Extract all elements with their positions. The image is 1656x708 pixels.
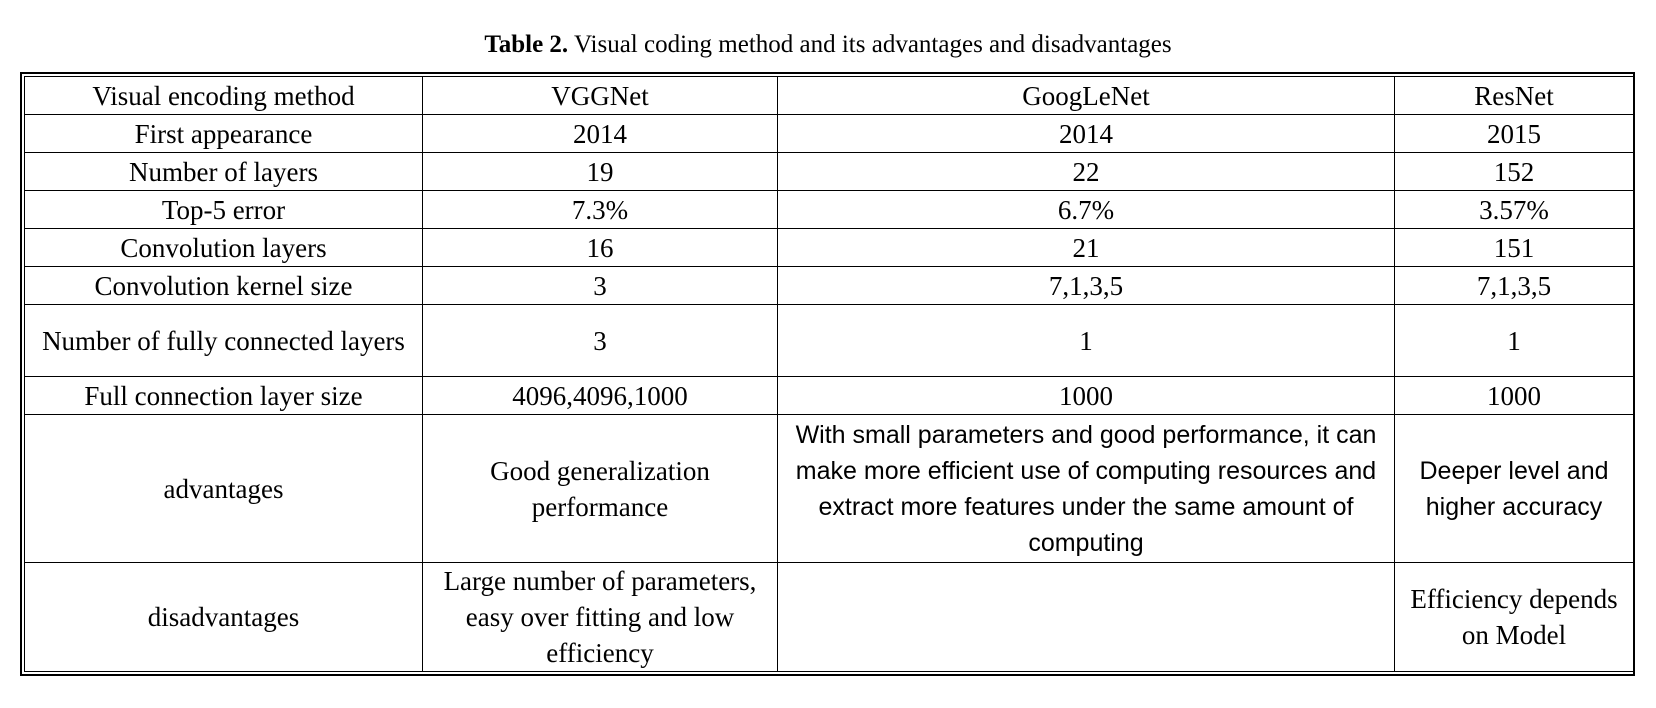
table-row: Number of fully connected layers 3 1 1 [24,304,1634,377]
table-cell: Efficiency depends on Model [1394,562,1634,672]
row-label: Convolution kernel size [24,266,423,305]
table-cell: Deeper level and higher accuracy [1394,414,1634,563]
table-row: Full connection layer size 4096,4096,100… [24,376,1634,415]
table-cell: 151 [1394,228,1634,267]
comparison-table: Visual encoding method VGGNet GoogLeNet … [24,76,1634,672]
table-cell: 3.57% [1394,190,1634,229]
row-label: Convolution layers [24,228,423,267]
table-row: Top-5 error 7.3% 6.7% 3.57% [24,190,1634,229]
table-cell-empty [777,562,1395,672]
table-row: Convolution kernel size 3 7,1,3,5 7,1,3,… [24,266,1634,305]
table-row: First appearance 2014 2014 2015 [24,114,1634,153]
row-label: Top-5 error [24,190,423,229]
row-label: First appearance [24,114,423,153]
table-cell: 7,1,3,5 [1394,266,1634,305]
row-label: disadvantages [24,562,423,672]
table-cell: 7.3% [422,190,778,229]
table-cell: 2014 [777,114,1395,153]
comparison-table-frame: Visual encoding method VGGNet GoogLeNet … [20,72,1635,676]
table-cell: 3 [422,266,778,305]
table-row: Number of layers 19 22 152 [24,152,1634,191]
table-row-advantages: advantages Good generalization performan… [24,414,1634,563]
table-cell: 19 [422,152,778,191]
header-vggnet: VGGNet [422,76,778,115]
table-cell: 7,1,3,5 [777,266,1395,305]
header-resnet: ResNet [1394,76,1634,115]
header-googlenet: GoogLeNet [777,76,1395,115]
table-cell: 2015 [1394,114,1634,153]
table-cell: 2014 [422,114,778,153]
table-cell: 1000 [777,376,1395,415]
table-cell: 4096,4096,1000 [422,376,778,415]
row-label: Number of layers [24,152,423,191]
table-cell: 1000 [1394,376,1634,415]
table-cell: 152 [1394,152,1634,191]
table-cell: 1 [1394,304,1634,377]
table-cell: 1 [777,304,1395,377]
row-label: advantages [24,414,423,563]
table-caption-text: Visual coding method and its advantages … [568,31,1172,58]
table-caption: Table 2. Visual coding method and its ad… [0,30,1656,60]
table-cell: 6.7% [777,190,1395,229]
table-cell: 3 [422,304,778,377]
table-row-disadvantages: disadvantages Large number of parameters… [24,562,1634,672]
table-header-row: Visual encoding method VGGNet GoogLeNet … [24,76,1634,115]
row-label: Full connection layer size [24,376,423,415]
table-cell: With small parameters and good performan… [777,414,1395,563]
row-label: Number of fully connected layers [24,304,423,377]
table-cell: Large number of parameters, easy over fi… [422,562,778,672]
table-cell: 22 [777,152,1395,191]
table-row: Convolution layers 16 21 151 [24,228,1634,267]
table-cell: 16 [422,228,778,267]
table-cell: 21 [777,228,1395,267]
table-cell: Good generalization performance [422,414,778,563]
header-row-label: Visual encoding method [24,76,423,115]
table-caption-label: Table 2. [484,31,569,58]
